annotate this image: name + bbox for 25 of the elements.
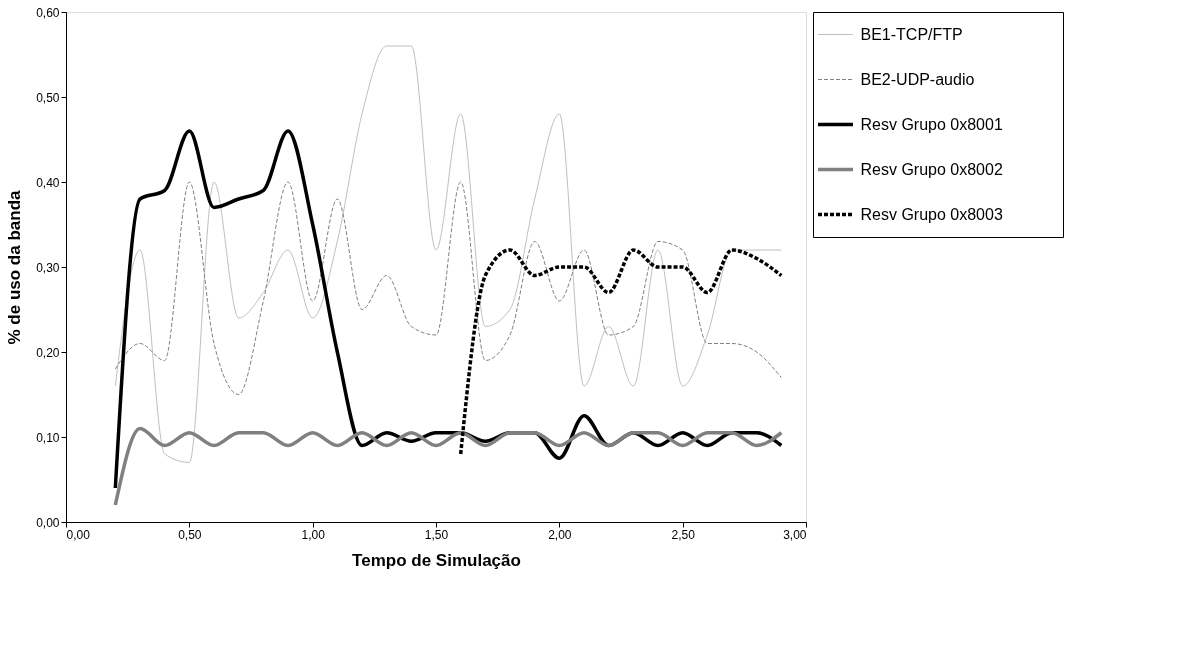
x-tick-label: 2,00: [548, 527, 572, 542]
y-tick-label: 0,20: [36, 345, 60, 360]
y-axis-title: % de uso da banda: [5, 189, 25, 345]
y-tick-label: 0,30: [36, 260, 60, 275]
legend-label: Resv Grupo 0x8001: [860, 115, 1003, 133]
line-series: [113, 426, 784, 507]
line-series: [114, 181, 782, 395]
x-tick-label: 0,50: [178, 527, 202, 542]
x-tick-label: 2,50: [671, 527, 696, 542]
y-tick-label: 0,40: [36, 175, 60, 190]
x-tick-label: 1,50: [424, 527, 449, 542]
x-tick-label: 0,00: [66, 527, 91, 542]
legend-label: BE2-UDP-audio: [860, 70, 975, 88]
line-series: [114, 45, 782, 463]
legend-label: Resv Grupo 0x8002: [860, 160, 1003, 178]
y-tick-label: 0,00: [36, 515, 60, 530]
legend-label: Resv Grupo 0x8003: [860, 205, 1003, 223]
y-tick-label: 0,60: [36, 5, 60, 20]
line-series: [113, 129, 784, 490]
x-tick-label: 1,00: [301, 527, 326, 542]
y-tick-label: 0,10: [36, 430, 60, 445]
x-tick-label: 3,00: [783, 527, 807, 542]
x-axis-title: Tempo de Simulação: [352, 550, 521, 570]
y-tick-label: 0,50: [36, 90, 60, 105]
legend-label: BE1-TCP/FTP: [860, 25, 963, 43]
